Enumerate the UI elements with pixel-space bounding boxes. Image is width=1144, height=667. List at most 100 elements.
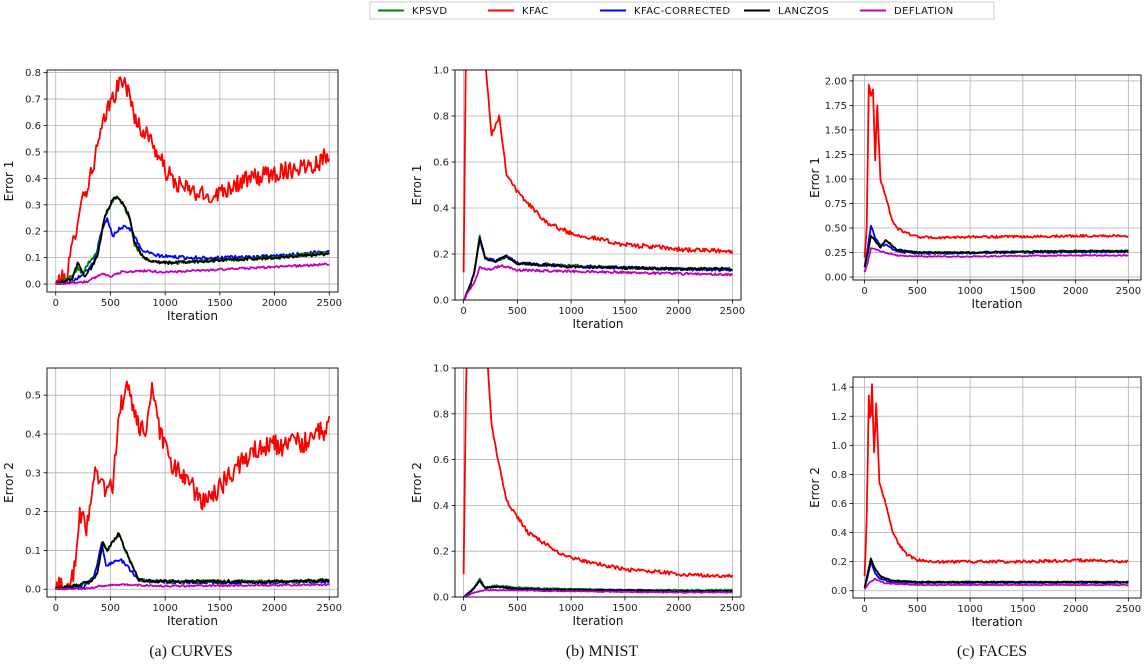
y-tick-label: 0.0	[831, 586, 847, 597]
series-group	[54, 380, 331, 591]
x-axis-label: Iteration	[167, 614, 218, 628]
y-tick-label: 0.4	[25, 429, 41, 440]
series-line-deflation	[863, 247, 1129, 273]
series-line-lanczos	[55, 532, 330, 591]
y-tick-label: 0.25	[825, 248, 847, 259]
series-line-deflation	[55, 583, 330, 591]
y-tick-label: 0.3	[25, 468, 41, 479]
y-axis-label: Error 2	[410, 462, 424, 503]
y-tick-label: 0.6	[831, 499, 847, 510]
legend-frame	[369, 1, 995, 20]
axes-frame	[46, 69, 339, 293]
axes-frame	[454, 367, 742, 598]
series-line-kfac	[863, 383, 1129, 577]
y-axis-label: Error 2	[2, 462, 16, 503]
y-tick-label: 0.0	[25, 280, 41, 291]
x-tick-label: 1500	[612, 603, 637, 614]
y-tick-label: 1.0	[433, 66, 449, 77]
series-line-lanczos	[463, 580, 734, 597]
x-tick-label: 2500	[317, 298, 342, 309]
y-tick-label: 0.0	[433, 593, 449, 604]
legend-item-lanczos: LANCZOS	[744, 6, 829, 17]
y-tick-label: 0.2	[831, 557, 847, 568]
legend-label: KFAC-CORRECTED	[634, 6, 730, 17]
x-tick-label: 2500	[317, 603, 342, 614]
chart-mnist-error-1: 0 500 1000 1500 2000 2500 0.0 0.2 0.4 0.6 0.8 1.0 It…	[410, 66, 745, 332]
x-tick-label: 1000	[152, 298, 177, 309]
legend-label: LANCZOS	[778, 6, 829, 17]
legend-item-kpsvd: KPSVD	[378, 6, 447, 17]
series-line-deflation	[863, 577, 1129, 590]
series-group	[54, 76, 331, 285]
y-tick-label: 0.4	[433, 204, 449, 215]
y-tick-label: 0.8	[831, 470, 847, 481]
y-tick-label: 1.4	[831, 383, 847, 394]
x-axis-label: Iteration	[167, 309, 218, 323]
axes-frame	[454, 69, 742, 301]
series-group	[863, 383, 1129, 590]
y-tick-label: 0.75	[825, 199, 847, 210]
y-tick-label: 1.2	[831, 412, 847, 423]
x-tick-label: 1000	[957, 604, 982, 615]
chart-mnist-error-2: 0 500 1000 1500 2000 2500 0.0 0.2 0.4 0.6 0.8 1.0 It…	[410, 364, 745, 629]
x-tick-label: 2500	[720, 603, 745, 614]
y-tick-label: 1.25	[825, 150, 847, 161]
x-tick-label: 0	[53, 603, 59, 614]
legend-label: KFAC	[522, 6, 549, 17]
x-tick-label: 1000	[152, 603, 177, 614]
series-line-lanczos	[55, 195, 330, 285]
y-tick-label: 1.50	[825, 125, 847, 136]
y-tick-label: 0.0	[25, 585, 41, 596]
x-tick-label: 500	[908, 286, 927, 297]
legend-item-kfac-corrected: KFAC-CORRECTED	[600, 6, 730, 17]
y-tick-label: 0.2	[433, 250, 449, 261]
x-tick-label: 1500	[207, 298, 232, 309]
x-axis-label: Iteration	[573, 614, 624, 628]
x-tick-label: 1000	[957, 286, 982, 297]
legend-label: KPSVD	[412, 6, 447, 17]
x-tick-label: 2500	[1116, 286, 1141, 297]
y-tick-label: 2.00	[825, 76, 847, 87]
x-tick-label: 1500	[1010, 286, 1035, 297]
series-line-kfac	[54, 76, 331, 285]
y-tick-label: 0.0	[433, 296, 449, 307]
series-group	[462, 368, 734, 597]
y-tick-label: 0.4	[831, 528, 847, 539]
y-tick-label: 0.1	[25, 253, 41, 264]
x-tick-label: 0	[53, 298, 59, 309]
series-group	[462, 70, 734, 300]
series-line-deflation	[463, 264, 733, 300]
x-tick-label: 1000	[558, 306, 583, 317]
y-axis-label: Error 1	[808, 157, 822, 198]
y-tick-label: 0.50	[825, 224, 847, 235]
legend-item-deflation: DEFLATION	[860, 6, 954, 17]
y-tick-label: 0.00	[825, 273, 847, 284]
x-axis-label: Iteration	[972, 615, 1023, 629]
y-tick-label: 1.00	[825, 174, 847, 185]
series-line-kfac	[462, 368, 734, 578]
chart-curves-error-1: 0 500 1000 1500 2000 2500 0.0 0.1 0.2 0.3 0.4 0.5 0.…	[2, 68, 342, 323]
series-line-kfac	[54, 380, 331, 591]
caption-curves: (a) CURVES	[149, 643, 233, 660]
x-tick-label: 500	[101, 298, 120, 309]
series-line-kfac	[863, 83, 1129, 258]
axes-frame	[852, 376, 1142, 599]
x-tick-label: 500	[508, 306, 527, 317]
x-tick-label: 2000	[262, 603, 287, 614]
y-tick-label: 0.5	[25, 147, 41, 158]
x-tick-label: 0	[861, 604, 867, 615]
y-axis-label: Error 1	[2, 161, 16, 202]
y-tick-label: 0.8	[433, 112, 449, 123]
chart-faces-error-1: 0 500 1000 1500 2000 2500 0.00 0.25 0.50 0.75 1.00…	[808, 74, 1142, 311]
series-line-deflation	[463, 588, 733, 597]
caption-mnist: (b) MNIST	[566, 643, 639, 660]
chart-faces-error-2: 0 500 1000 1500 2000 2500 0.0 0.2 0.4 0.6 0.8 1.0 1.…	[808, 376, 1142, 629]
x-tick-label: 0	[861, 286, 867, 297]
y-tick-label: 0.3	[25, 200, 41, 211]
y-tick-label: 0.5	[25, 391, 41, 402]
legend-label: DEFLATION	[894, 6, 954, 17]
axes-frame	[46, 367, 339, 598]
x-tick-label: 1000	[558, 603, 583, 614]
y-tick-label: 0.6	[433, 158, 449, 169]
